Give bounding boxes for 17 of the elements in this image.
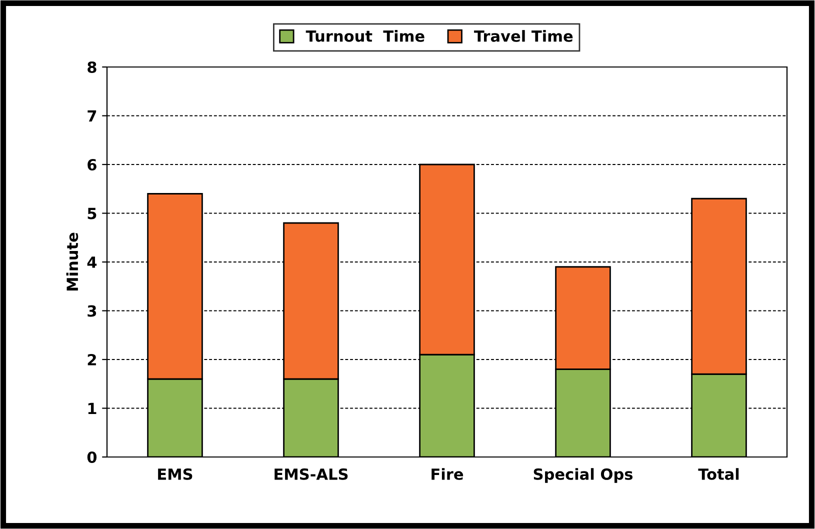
- y-tick-label: 1: [88, 402, 96, 414]
- y-axis-title: Minute: [66, 232, 78, 291]
- x-tick-label: Total: [698, 468, 739, 480]
- y-tick-label: 0: [87, 451, 97, 464]
- x-tick-label: EMS-ALS: [274, 468, 348, 480]
- legend-label: Turnout Time: [306, 30, 424, 42]
- y-tick-label: 3: [88, 305, 96, 317]
- x-tick-label: Special Ops: [534, 468, 633, 483]
- x-tick-label: EMS: [158, 468, 192, 480]
- y-tick-label: 7: [88, 110, 96, 122]
- x-tick-label: Fire: [432, 468, 464, 480]
- y-tick-label: 4: [87, 256, 97, 268]
- y-tick-label: 8: [88, 61, 96, 74]
- y-tick-label: 5: [88, 208, 96, 220]
- y-tick-label: 2: [88, 354, 96, 366]
- y-tick-label: 6: [88, 158, 96, 171]
- legend-label: Travel Time: [474, 30, 573, 42]
